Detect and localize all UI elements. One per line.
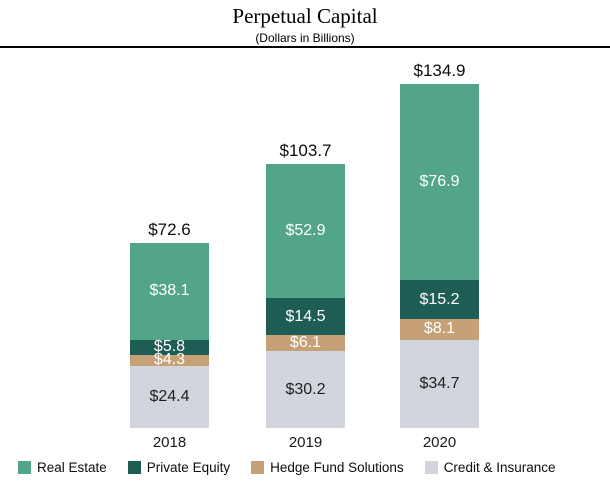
legend-swatch-hedge-fund-solutions [251, 461, 265, 474]
segment-real-estate: $76.9 [400, 84, 479, 281]
segment-value-label: $5.8 [153, 338, 186, 356]
chart-header: Perpetual Capital (Dollars in Billions) [0, 0, 610, 48]
segment-value-label: $52.9 [285, 222, 326, 240]
segment-private-equity: $14.5 [266, 298, 345, 336]
segment-hedge-fund-solutions: $4.3 [130, 351, 209, 369]
segment-hedge-fund-solutions: $8.1 [400, 318, 479, 340]
legend-label: Real Estate [37, 460, 107, 475]
perpetual-capital-chart: Perpetual Capital (Dollars in Billions) … [0, 0, 610, 475]
legend-label: Credit & Insurance [443, 460, 556, 475]
segment-value-label: $8.1 [423, 320, 456, 338]
segment-value-label: $38.1 [149, 282, 190, 300]
legend-item-private-equity: Private Equity [127, 460, 231, 475]
segment-credit-insurance: $34.7 [400, 339, 479, 428]
bar-2019: $103.7 $52.9 $14.5 $6.1 $30.2 [266, 142, 345, 428]
x-axis-label-2019: 2019 [288, 434, 323, 451]
segment-value-label: $14.5 [285, 307, 326, 325]
segment-value-label: $24.4 [149, 387, 190, 405]
legend-swatch-real-estate [18, 461, 31, 474]
segment-value-label: $6.1 [289, 334, 322, 352]
segment-value-label: $4.3 [153, 351, 186, 369]
segment-hedge-fund-solutions: $6.1 [266, 335, 345, 351]
x-axis-label-2020: 2020 [422, 434, 457, 451]
legend-item-hedge-fund-solutions: Hedge Fund Solutions [251, 460, 404, 475]
legend-item-credit-insurance: Credit & Insurance [424, 460, 556, 475]
plot-area: $72.6 $38.1 $5.8 $4.3 $24.4 $103.7 $52.9 $14.5 $… [0, 48, 610, 428]
bar-2020: $134.9 $76.9 $15.2 $8.1 $34.7 [400, 62, 479, 428]
legend-swatch-private-equity [127, 461, 141, 474]
legend-swatch-credit-insurance [424, 461, 438, 474]
segment-value-label: $30.2 [285, 380, 326, 398]
bar-total-label: $134.9 [413, 61, 466, 81]
legend-label: Hedge Fund Solutions [270, 460, 404, 475]
segment-real-estate: $52.9 [266, 163, 345, 299]
legend-label: Private Equity [146, 460, 231, 475]
chart-subtitle: (Dollars in Billions) [255, 31, 355, 46]
segment-value-label: $76.9 [419, 173, 460, 191]
segment-credit-insurance: $24.4 [130, 365, 209, 428]
legend-item-real-estate: Real Estate [18, 460, 107, 475]
segment-private-equity: $5.8 [130, 338, 209, 356]
segment-value-label: $15.2 [419, 290, 460, 308]
segment-private-equity: $15.2 [400, 280, 479, 319]
segment-credit-insurance: $30.2 [266, 351, 345, 428]
legend: Real Estate Private Equity Hedge Fund Solu… [0, 460, 610, 475]
bar-2018: $72.6 $38.1 $5.8 $4.3 $24.4 [130, 221, 209, 428]
x-axis-label-2018: 2018 [152, 434, 187, 451]
segment-real-estate: $38.1 [130, 242, 209, 341]
segment-value-label: $34.7 [419, 374, 460, 392]
x-axis: 2018 2019 2020 [0, 428, 610, 454]
chart-title: Perpetual Capital [232, 4, 378, 28]
bar-total-label: $72.6 [148, 219, 191, 239]
bar-total-label: $103.7 [279, 140, 332, 160]
